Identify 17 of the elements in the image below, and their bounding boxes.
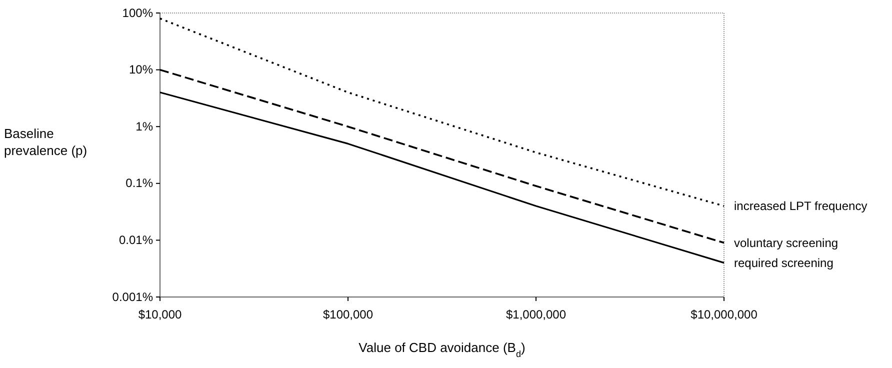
line-series bbox=[159, 92, 725, 264]
series-label: required screening bbox=[734, 256, 834, 270]
x-axis-title: Value of CBD avoidance (B$_{d}$) bbox=[358, 340, 526, 359]
y-tick-label: 0.001% bbox=[112, 290, 154, 304]
y-tick-label: 10% bbox=[128, 62, 154, 77]
x-tick-label: $10,000 bbox=[138, 307, 182, 322]
y-tick-label: 100% bbox=[122, 6, 154, 20]
x-tick-label: $1,000,000 bbox=[506, 307, 566, 322]
x-tick-label: $10,000,000 bbox=[690, 307, 758, 322]
series-label: increased LPT frequency bbox=[734, 199, 868, 214]
series-label: voluntary screening bbox=[734, 236, 838, 250]
y-axis-title: Baseline prevalence (p) bbox=[4, 126, 88, 158]
y-tick-label: 1% bbox=[136, 119, 154, 134]
y-tick-label: 0.1% bbox=[126, 176, 154, 190]
line-series bbox=[159, 18, 725, 207]
x-tick-label: $100,000 bbox=[322, 307, 374, 322]
y-tick-label: 0.01% bbox=[118, 233, 154, 248]
